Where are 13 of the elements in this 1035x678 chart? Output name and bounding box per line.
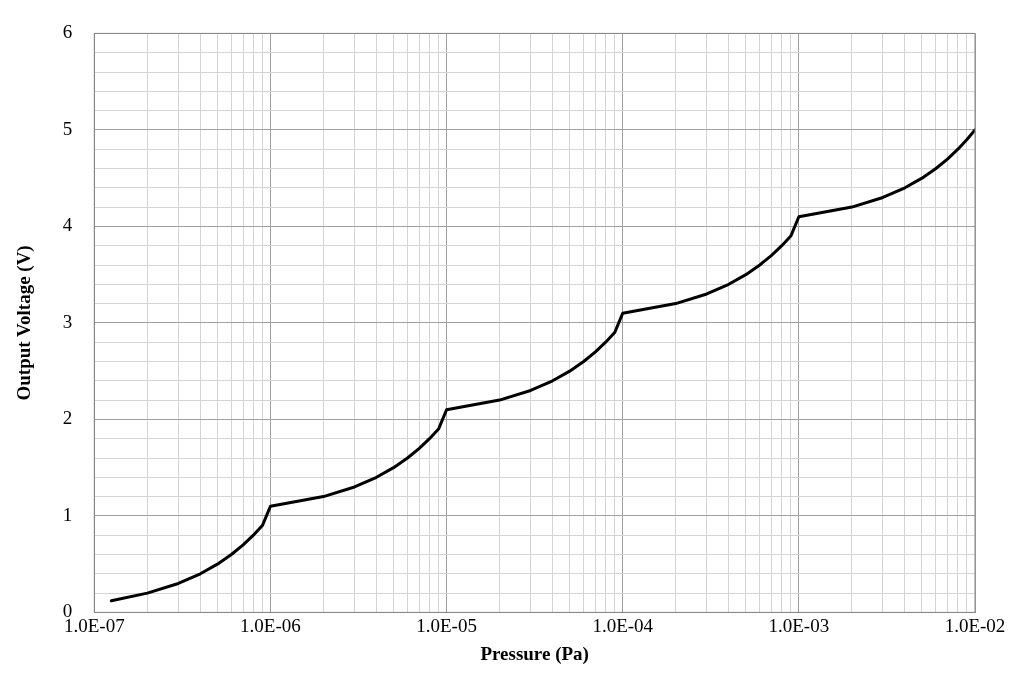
y-tick-label: 6 [62, 21, 73, 43]
x-tick-label: 1.0E-02 [944, 614, 1006, 636]
x-tick-label: 1.0E-06 [240, 614, 301, 636]
y-tick-label: 1 [62, 503, 73, 525]
y-tick-label: 5 [62, 117, 73, 139]
y-axis-title: Output Voltage (V) [13, 245, 36, 401]
x-tick-label: 1.0E-03 [768, 614, 830, 636]
y-tick-label: 2 [62, 407, 73, 429]
y-tick-label: 4 [62, 214, 73, 236]
x-tick-label: 1.0E-04 [592, 614, 654, 636]
y-tick-label: 3 [62, 310, 73, 332]
x-tick-label: 1.0E-05 [416, 614, 477, 636]
x-axis-title: Pressure (Pa) [480, 642, 589, 665]
